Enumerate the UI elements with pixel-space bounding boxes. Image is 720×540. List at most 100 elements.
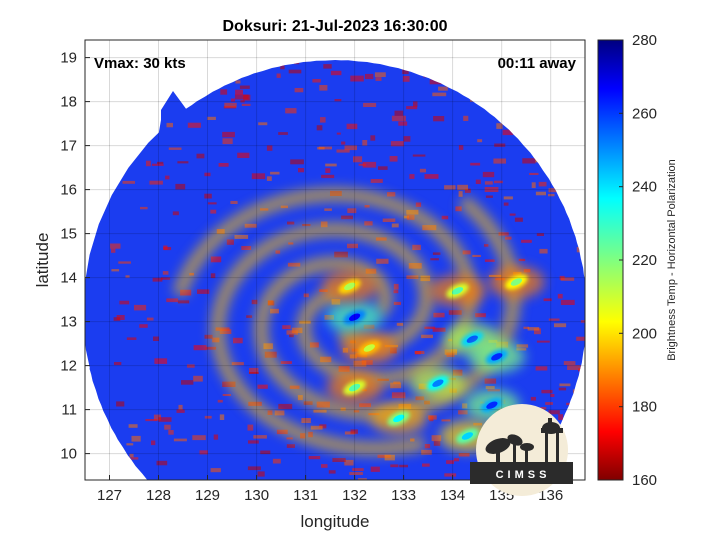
texture-cell — [432, 327, 446, 332]
y-tick-label: 13 — [60, 314, 77, 331]
y-tick-label: 15 — [60, 226, 77, 243]
texture-cell — [413, 101, 418, 107]
texture-cell — [177, 161, 189, 164]
texture-cell — [319, 424, 327, 429]
texture-cell — [319, 146, 332, 150]
texture-cell — [498, 232, 509, 236]
colorbar-tick-label: 160 — [632, 472, 657, 489]
texture-cell — [370, 179, 383, 183]
texture-cell — [204, 193, 212, 199]
texture-cell — [119, 300, 130, 305]
texture-cell — [390, 382, 402, 389]
y-tick-label: 18 — [60, 94, 77, 111]
texture-cell — [534, 328, 541, 335]
texture-cell — [234, 234, 249, 239]
texture-cell — [424, 444, 431, 449]
texture-cell — [251, 299, 258, 305]
texture-cell — [161, 277, 171, 280]
texture-cell — [231, 362, 244, 366]
texture-cell — [310, 425, 323, 430]
texture-cell — [210, 209, 217, 214]
texture-cell — [210, 256, 222, 263]
texture-cell — [204, 172, 211, 177]
texture-cell — [484, 259, 495, 262]
texture-cell — [509, 213, 516, 216]
texture-cell — [548, 410, 560, 415]
texture-cell — [505, 236, 512, 240]
texture-cell — [241, 246, 252, 250]
y-tick-label: 14 — [60, 270, 77, 287]
texture-cell — [427, 415, 437, 420]
texture-cell — [396, 322, 404, 326]
texture-cell — [432, 252, 441, 255]
feature-point — [363, 344, 375, 352]
texture-cell — [154, 358, 168, 364]
x-tick-label: 134 — [440, 487, 465, 504]
texture-cell — [173, 438, 187, 442]
x-tick-label: 136 — [538, 487, 563, 504]
texture-cell — [502, 129, 514, 136]
texture-cell — [446, 460, 454, 464]
texture-cell — [344, 431, 356, 435]
texture-cell — [260, 450, 271, 455]
time-away-annotation: 00:11 away — [498, 55, 577, 72]
texture-cell — [433, 440, 441, 446]
texture-cell — [266, 145, 273, 151]
texture-cell — [204, 415, 212, 419]
texture-cell — [323, 64, 332, 69]
texture-cell — [350, 429, 358, 434]
texture-cell — [341, 215, 353, 220]
texture-cell — [503, 196, 513, 200]
texture-cell — [389, 156, 398, 162]
texture-cell — [239, 85, 250, 89]
texture-cell — [409, 174, 415, 179]
colorbar-ticks: 160 180 200 220 240 260 280 — [619, 32, 657, 489]
texture-cell — [514, 217, 523, 222]
texture-cell — [207, 202, 217, 205]
texture-cell — [548, 188, 558, 193]
texture-cell — [364, 221, 373, 226]
texture-cell — [494, 180, 503, 184]
colorbar-tick-label: 200 — [632, 325, 657, 342]
feature-point — [491, 353, 503, 361]
texture-cell — [441, 215, 449, 220]
texture-cell — [441, 419, 451, 422]
texture-cell — [140, 206, 148, 210]
texture-cell — [280, 65, 285, 70]
texture-cell — [464, 188, 471, 193]
texture-cell — [282, 325, 291, 330]
texture-cell — [391, 223, 399, 228]
texture-cell — [433, 116, 445, 122]
texture-cell — [458, 453, 470, 457]
texture-cell — [432, 92, 447, 97]
texture-cell — [477, 139, 483, 143]
texture-cell — [287, 221, 295, 225]
texture-cell — [168, 430, 174, 435]
texture-cell — [247, 466, 261, 471]
texture-cell — [114, 362, 122, 366]
texture-cell — [328, 470, 336, 474]
texture-cell — [249, 372, 259, 374]
colorbar-label: Brightness Temp - Horizontal Polarizatio… — [666, 159, 678, 361]
texture-cell — [285, 108, 297, 114]
texture-cell — [535, 191, 546, 196]
texture-cell — [165, 175, 170, 180]
texture-cell — [280, 361, 292, 364]
texture-cell — [204, 334, 213, 339]
texture-cell — [111, 269, 120, 272]
y-tick-label: 16 — [60, 182, 77, 199]
texture-cell — [560, 277, 575, 281]
texture-cell — [248, 440, 259, 444]
texture-cell — [529, 172, 539, 175]
texture-cell — [406, 106, 418, 110]
texture-cell — [302, 224, 311, 227]
texture-cell — [540, 407, 547, 410]
texture-cell — [146, 317, 154, 321]
texture-cell — [557, 293, 563, 299]
texture-cell — [393, 290, 399, 294]
y-tick-label: 10 — [60, 446, 77, 463]
y-axis-label: latitude — [33, 233, 52, 288]
texture-cell — [257, 471, 265, 477]
texture-cell — [286, 444, 295, 448]
